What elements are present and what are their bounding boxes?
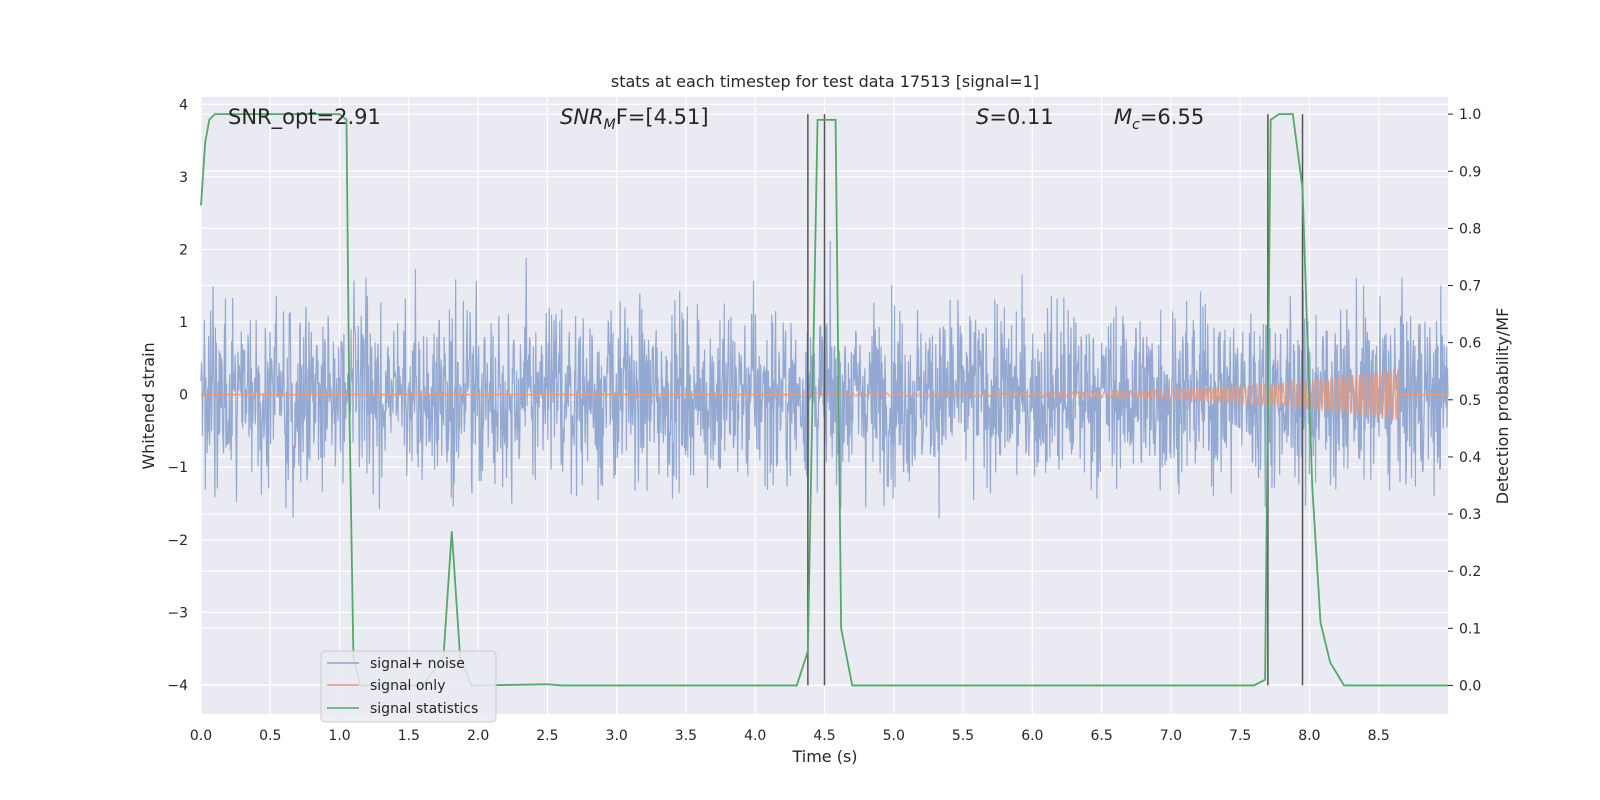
y-right-tick-label: 0.9 [1459, 164, 1481, 180]
x-tick-label: 8.5 [1368, 728, 1390, 744]
x-axis-label: Time (s) [791, 747, 857, 766]
signal-statistics-series [200, 113, 1448, 687]
annotation-s: S=0.11 [976, 105, 1054, 129]
y-left-tick-label: 4 [179, 97, 188, 113]
y-right-tick-label: 0.6 [1459, 336, 1481, 352]
y-right-tick-label: 0.5 [1459, 393, 1481, 409]
signal-only-series [201, 369, 1448, 421]
x-tick-label: 6.5 [1090, 728, 1112, 744]
legend-box [320, 650, 497, 723]
annotation-mc: Mc=6.55 [1114, 105, 1204, 133]
legend-label-signal: signal only [370, 678, 445, 694]
x-tick-label: 1.5 [398, 728, 420, 744]
y-right-tick-label: 0.8 [1459, 221, 1481, 237]
x-tick-label: 0.0 [190, 728, 212, 744]
y-left-tick-label: 2 [179, 242, 188, 258]
annotation-snr-mf: SNRMF=[4.51] [560, 105, 709, 133]
y-left-tick-label: 3 [179, 170, 188, 186]
x-tick-label: 7.5 [1229, 728, 1251, 744]
y-axis-label-left: Whitened strain [139, 342, 158, 469]
x-tick-label: 5.0 [883, 728, 905, 744]
y-right-tick-label: 0.1 [1459, 621, 1481, 637]
x-tick-label: 6.0 [1021, 728, 1043, 744]
annotation-snr-opt: SNR_opt=2.91 [228, 105, 381, 130]
chart-title: stats at each timestep for test data 175… [611, 72, 1039, 91]
x-tick-label: 3.5 [675, 728, 697, 744]
y-right-tick-label: 0.7 [1459, 279, 1481, 295]
y-right-tick-label: 0.2 [1459, 564, 1481, 580]
y-right-tick-label: 0.4 [1459, 450, 1481, 466]
y-axis-label-right: Detection probability/MF [1493, 308, 1512, 505]
y-left-tick-label: −1 [167, 460, 188, 476]
x-tick-label: 7.0 [1160, 728, 1182, 744]
y-left-tick-label: 1 [179, 315, 188, 331]
y-right-tick-label: 1.0 [1459, 107, 1481, 123]
x-tick-label: 2.0 [467, 728, 489, 744]
y-right-tick-label: 0.0 [1459, 678, 1481, 694]
y-left-tick-label: −2 [167, 533, 188, 549]
axes: 0.0 0.5 1.0 1.5 2.0 2.5 3.0 3.5 4.0 4.5 5.0 5.5 6.0 6… [167, 97, 1481, 744]
x-tick-label: 1.0 [328, 728, 350, 744]
x-tick-label: 5.5 [952, 728, 974, 744]
x-tick-label: 8.0 [1298, 728, 1320, 744]
signal-only-chirp [796, 369, 1401, 421]
y-left-tick-label: −3 [167, 605, 188, 621]
y-right-tick-label: 0.3 [1459, 507, 1481, 523]
x-tick-label: 4.5 [813, 728, 835, 744]
x-tick-label: 0.5 [259, 728, 281, 744]
y-left-tick-label: 0 [179, 388, 188, 404]
signal-statistics-line [200, 113, 1448, 687]
x-tick-label: 2.5 [536, 728, 558, 744]
y-left-tick-label: −4 [167, 678, 188, 694]
legend-label-stats: signal statistics [370, 701, 478, 717]
x-tick-label: 3.0 [606, 728, 628, 744]
x-tick-label: 4.0 [744, 728, 766, 744]
legend: signal+ noise signal only signal statist… [320, 650, 497, 723]
legend-label-noise: signal+ noise [370, 656, 465, 672]
